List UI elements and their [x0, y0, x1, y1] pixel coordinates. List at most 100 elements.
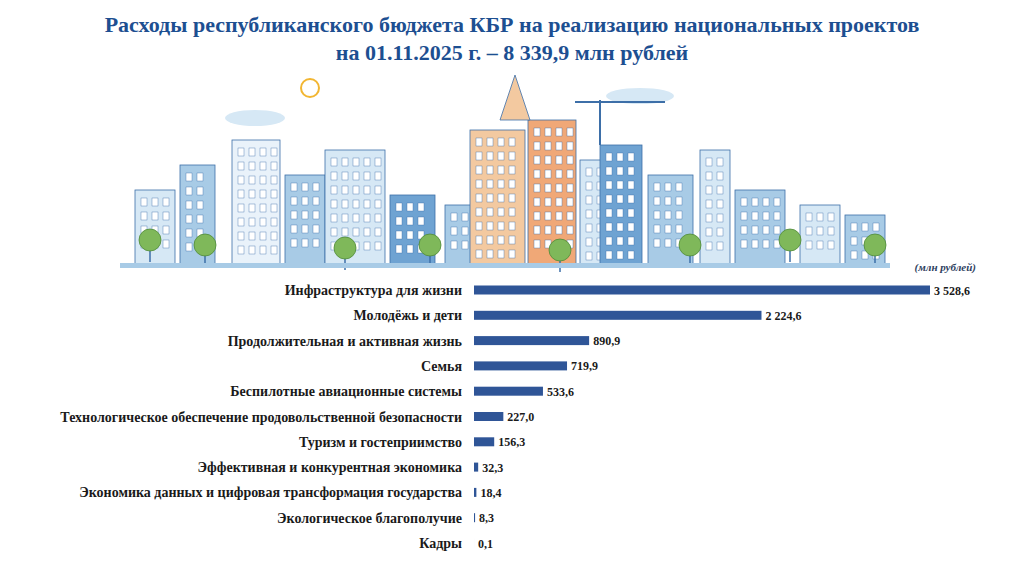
window — [498, 194, 504, 202]
window — [509, 152, 515, 160]
tree — [864, 234, 886, 256]
window — [828, 241, 834, 249]
category-label: Беспилотные авиационные системы — [230, 384, 462, 399]
bar — [474, 286, 930, 295]
window — [606, 209, 612, 217]
window — [186, 229, 192, 237]
data-label: 533,6 — [547, 385, 574, 399]
window — [498, 236, 504, 244]
window — [617, 167, 623, 175]
window — [586, 238, 592, 246]
window — [163, 212, 169, 220]
window — [238, 190, 244, 198]
window — [186, 243, 192, 251]
window — [706, 158, 712, 166]
window — [249, 204, 255, 212]
window — [407, 231, 413, 239]
window — [331, 214, 337, 222]
window — [375, 228, 381, 236]
window — [567, 128, 573, 136]
window — [498, 166, 504, 174]
window — [545, 170, 551, 178]
window — [665, 197, 671, 205]
window — [752, 198, 758, 206]
window — [628, 167, 634, 175]
window — [545, 184, 551, 192]
window — [676, 225, 682, 233]
category-label: Туризм и гостеприимство — [299, 435, 462, 450]
bar — [474, 513, 475, 522]
window — [375, 172, 381, 180]
window — [249, 162, 255, 170]
window — [774, 226, 780, 234]
window — [451, 241, 457, 249]
window — [375, 214, 381, 222]
data-label: 32,3 — [482, 461, 503, 475]
window — [238, 232, 244, 240]
window — [828, 213, 834, 221]
window — [851, 223, 857, 231]
ground — [120, 263, 890, 268]
building — [285, 175, 325, 265]
window — [302, 239, 308, 247]
category-label: Экономика данных и цифровая трансформаци… — [79, 485, 462, 500]
window — [717, 228, 723, 236]
window — [741, 240, 747, 248]
window — [375, 186, 381, 194]
window — [509, 194, 515, 202]
window — [152, 212, 158, 220]
window — [271, 148, 277, 156]
tree — [194, 234, 216, 256]
tree — [679, 234, 701, 256]
window — [628, 237, 634, 245]
window — [271, 204, 277, 212]
window — [556, 142, 562, 150]
bar — [474, 437, 494, 446]
window — [271, 162, 277, 170]
window — [534, 240, 540, 248]
data-label: 156,3 — [498, 435, 525, 449]
building — [325, 150, 385, 265]
window — [476, 250, 482, 258]
window — [628, 251, 634, 259]
window — [260, 246, 266, 254]
window — [498, 250, 504, 258]
window — [586, 252, 592, 260]
window — [545, 128, 551, 136]
window — [851, 251, 857, 259]
window — [487, 180, 493, 188]
window — [763, 198, 769, 206]
window — [545, 142, 551, 150]
cloud — [225, 110, 285, 126]
window — [717, 214, 723, 222]
window — [717, 242, 723, 250]
window — [509, 208, 515, 216]
window — [291, 183, 297, 191]
window — [342, 200, 348, 208]
window — [451, 227, 457, 235]
window — [628, 195, 634, 203]
window — [249, 148, 255, 156]
category-label: Семья — [421, 359, 462, 374]
window — [774, 212, 780, 220]
window — [291, 211, 297, 219]
window — [534, 226, 540, 234]
axis-title: (млн рублей) — [915, 261, 976, 274]
window — [556, 156, 562, 164]
window — [396, 231, 402, 239]
window — [617, 181, 623, 189]
window — [291, 197, 297, 205]
window — [706, 214, 712, 222]
window — [676, 197, 682, 205]
window — [617, 209, 623, 217]
window — [817, 241, 823, 249]
chart: Расходы республиканского бюджета КБР на … — [0, 0, 1024, 576]
category-label: Эффективная и конкурентная экономика — [198, 460, 462, 475]
building — [600, 145, 642, 265]
tree — [779, 229, 801, 251]
building — [845, 215, 885, 265]
window — [476, 152, 482, 160]
window — [487, 236, 493, 244]
window — [717, 200, 723, 208]
window — [313, 183, 319, 191]
